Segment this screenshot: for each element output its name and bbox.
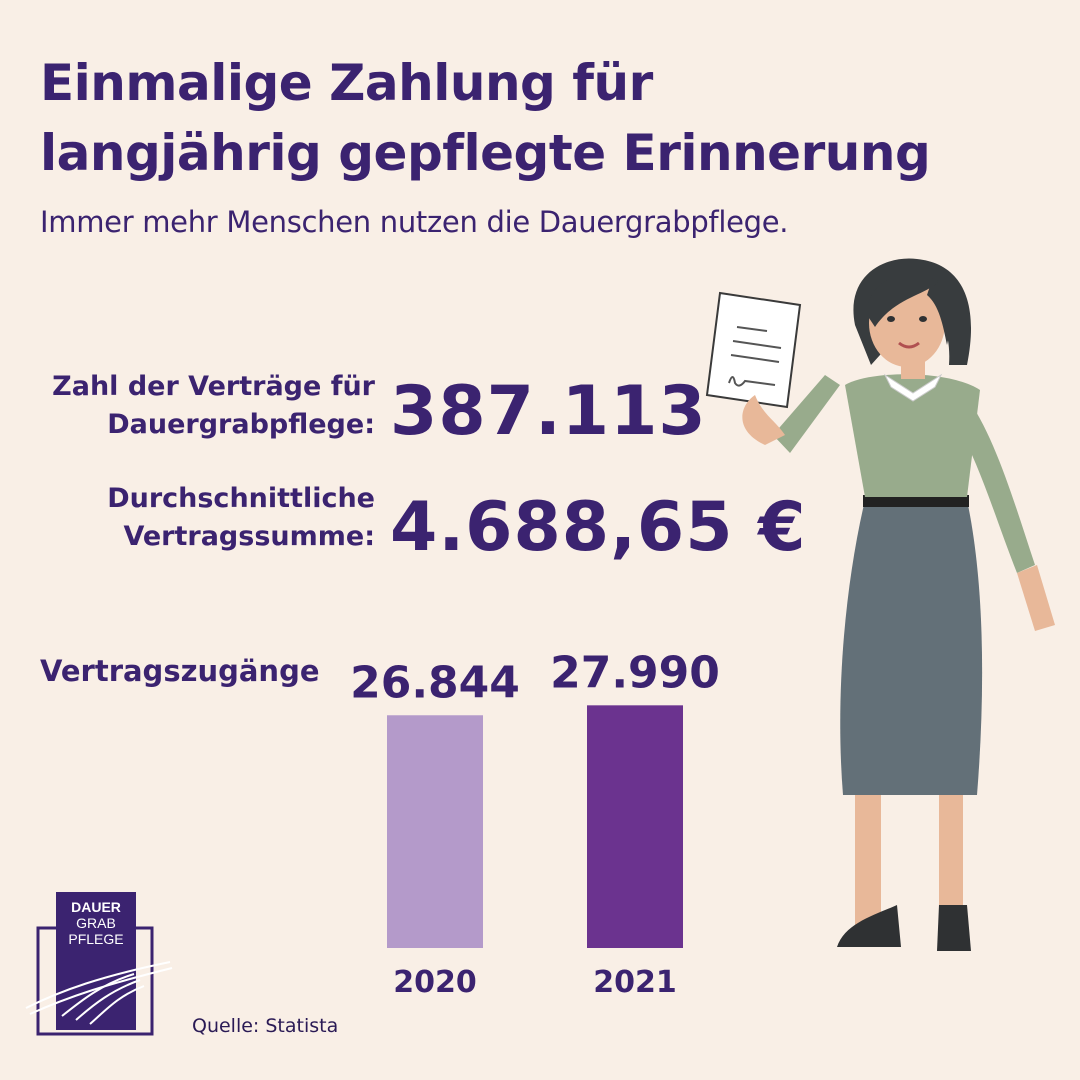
belt bbox=[863, 495, 969, 507]
collar bbox=[883, 373, 943, 402]
stat-contracts-value: 387.113 bbox=[390, 372, 707, 451]
stat-contracts-label: Zahl der Verträge für Dauergrabpflege: bbox=[52, 368, 375, 444]
category-label-2020: 2020 bbox=[393, 965, 477, 1000]
dauergrabpflege-logo: DAUER GRAB PFLEGE bbox=[25, 892, 173, 1036]
value-label-2020: 26.844 bbox=[350, 657, 520, 708]
category-label-2021: 2021 bbox=[593, 965, 677, 1000]
left-leg bbox=[855, 785, 881, 935]
right-hand bbox=[1017, 565, 1055, 631]
subtitle: Immer mehr Menschen nutzen die Dauergrab… bbox=[40, 205, 789, 239]
raised-sleeve bbox=[773, 375, 840, 453]
stat-contracts-label-line2: Dauergrabpflege: bbox=[107, 409, 375, 440]
skirt bbox=[840, 500, 983, 795]
hair-fringe bbox=[867, 274, 939, 327]
logo-text-3: PFLEGE bbox=[68, 931, 123, 947]
hair-side bbox=[927, 283, 950, 345]
logo-text-2: GRAB bbox=[76, 915, 116, 931]
raised-hand bbox=[742, 395, 785, 445]
sweater bbox=[845, 374, 980, 497]
stat-average-sum-label-line1: Durchschnittliche bbox=[107, 483, 375, 514]
smile bbox=[898, 341, 920, 349]
bar-chart: 26.844 2020 27.990 2021 bbox=[350, 647, 720, 1000]
logo-wing-icon bbox=[25, 961, 173, 1025]
chart-label: Vertragszugänge bbox=[40, 654, 320, 688]
page-title: Einmalige Zahlung für langjährig gepfleg… bbox=[40, 48, 931, 188]
stat-average-sum-label: Durchschnittliche Vertragssumme: bbox=[107, 480, 375, 556]
right-eye-icon bbox=[919, 316, 927, 322]
logo-text-1: DAUER bbox=[71, 899, 121, 915]
stat-average-sum-label-line2: Vertragssumme: bbox=[123, 521, 375, 552]
right-sleeve bbox=[957, 395, 1035, 573]
bar-2021 bbox=[587, 705, 683, 948]
left-shoe bbox=[837, 905, 901, 947]
left-eye-icon bbox=[887, 316, 895, 322]
title-line-2: langjährig gepflegte Erinnerung bbox=[40, 124, 931, 182]
title-line-1: Einmalige Zahlung für bbox=[40, 54, 653, 112]
stat-average-sum-value: 4.688,65 € bbox=[390, 488, 807, 567]
document-icon bbox=[705, 291, 802, 409]
source-note: Quelle: Statista bbox=[192, 1015, 339, 1037]
bar-2020 bbox=[387, 715, 483, 948]
value-label-2021: 27.990 bbox=[550, 647, 720, 698]
woman-illustration bbox=[705, 258, 1055, 951]
right-shoe bbox=[937, 905, 971, 951]
stat-contracts-label-line1: Zahl der Verträge für bbox=[52, 371, 375, 402]
logo-block bbox=[56, 892, 136, 1030]
